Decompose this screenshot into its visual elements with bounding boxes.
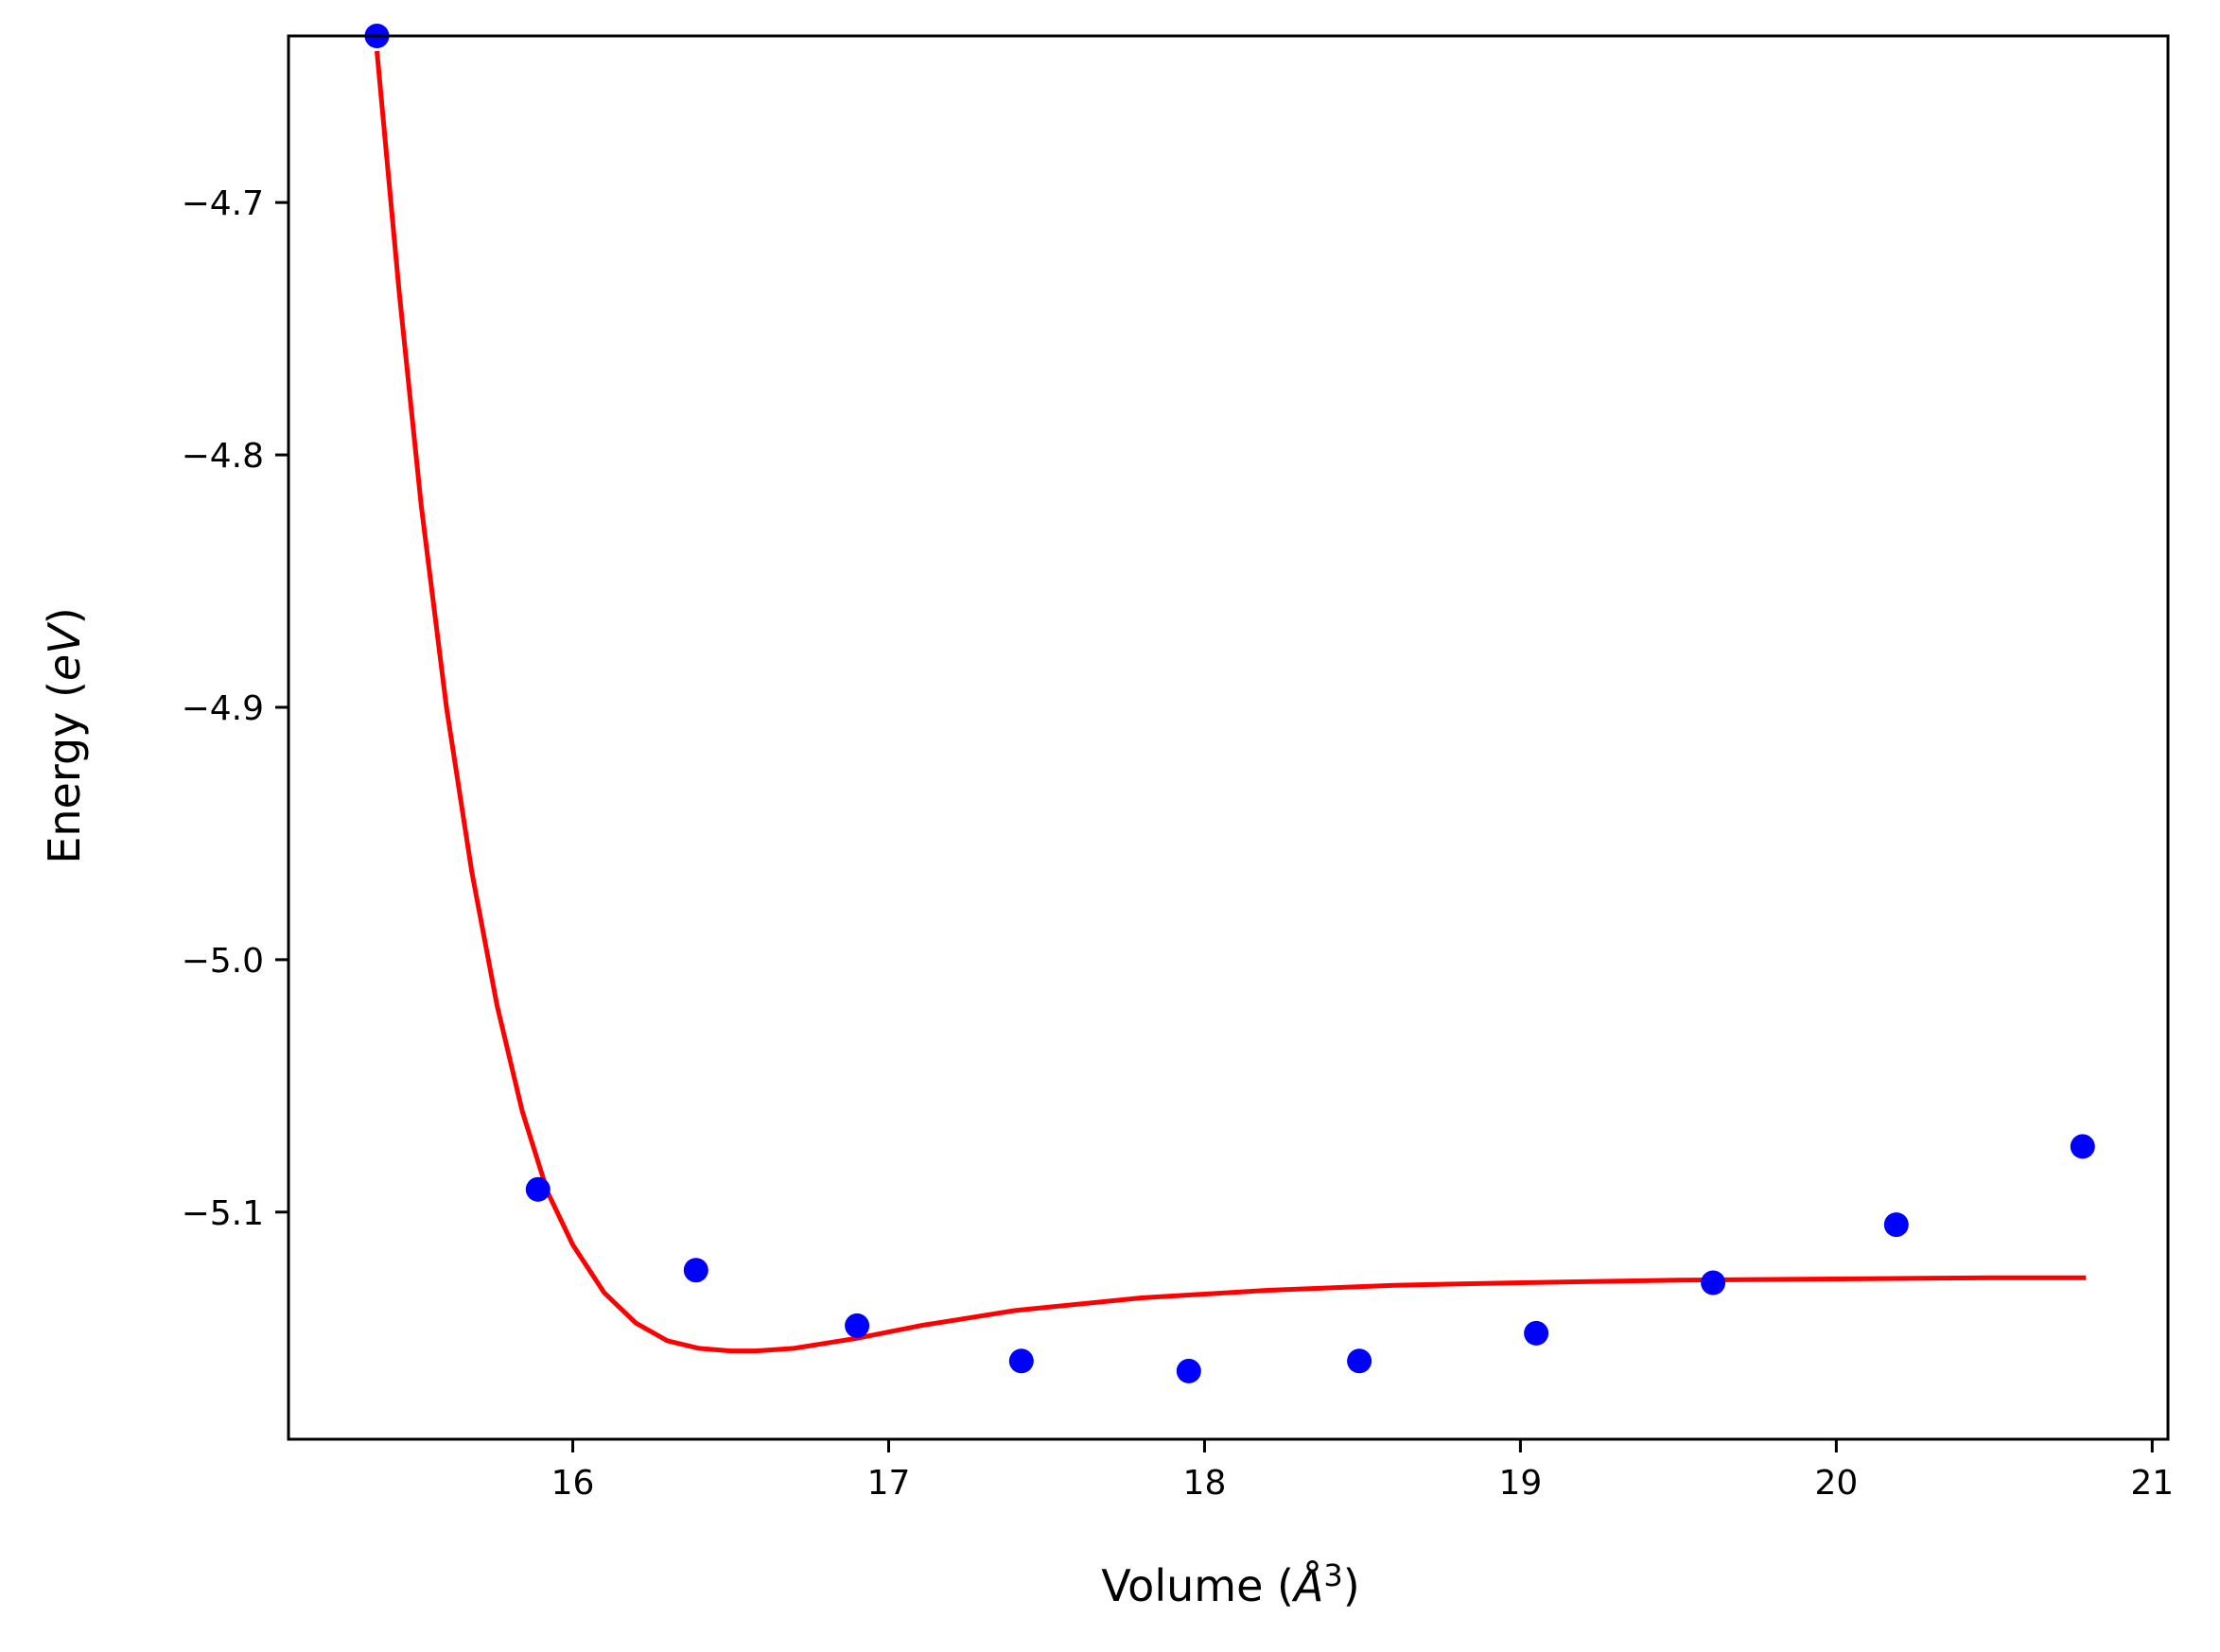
data-point-8 [1524,1320,1549,1346]
data-point-3 [683,1258,708,1283]
y-axis-ticks: −4.7 −4.8 −4.9 −5.0 −5.1 [182,184,288,1233]
data-point-6 [1176,1358,1201,1383]
data-point-4 [845,1313,870,1338]
y-tick-label: −4.7 [182,184,264,223]
x-tick-label: 17 [867,1464,911,1503]
y-axis-label: Energy (eV) [39,607,90,863]
x-tick-label: 19 [1498,1464,1542,1503]
data-point-2 [525,1176,551,1202]
data-point-7 [1347,1348,1372,1374]
plot-frame [287,34,2170,1441]
y-tick-label: −5.1 [182,1194,264,1233]
x-tick-label: 20 [1814,1464,1858,1503]
data-point-10 [1883,1212,1909,1238]
x-tick-label: 18 [1183,1464,1227,1503]
data-point-5 [1008,1348,1034,1374]
x-axis-label: Volume (Å3) [1101,1557,1359,1611]
y-tick-label: −4.8 [182,437,264,476]
x-tick-label: 21 [2130,1464,2174,1503]
data-point-11 [2070,1134,2095,1159]
y-tick-label: −5.0 [182,942,264,981]
x-axis-ticks: 16 17 18 19 20 21 [551,1439,2174,1503]
plot-area [364,24,2095,1383]
axes [287,34,2170,1441]
fit-curve-line [375,50,2087,1354]
data-point-9 [1701,1270,1726,1296]
x-tick-label: 16 [551,1464,595,1503]
y-tick-label: −4.9 [182,689,264,728]
